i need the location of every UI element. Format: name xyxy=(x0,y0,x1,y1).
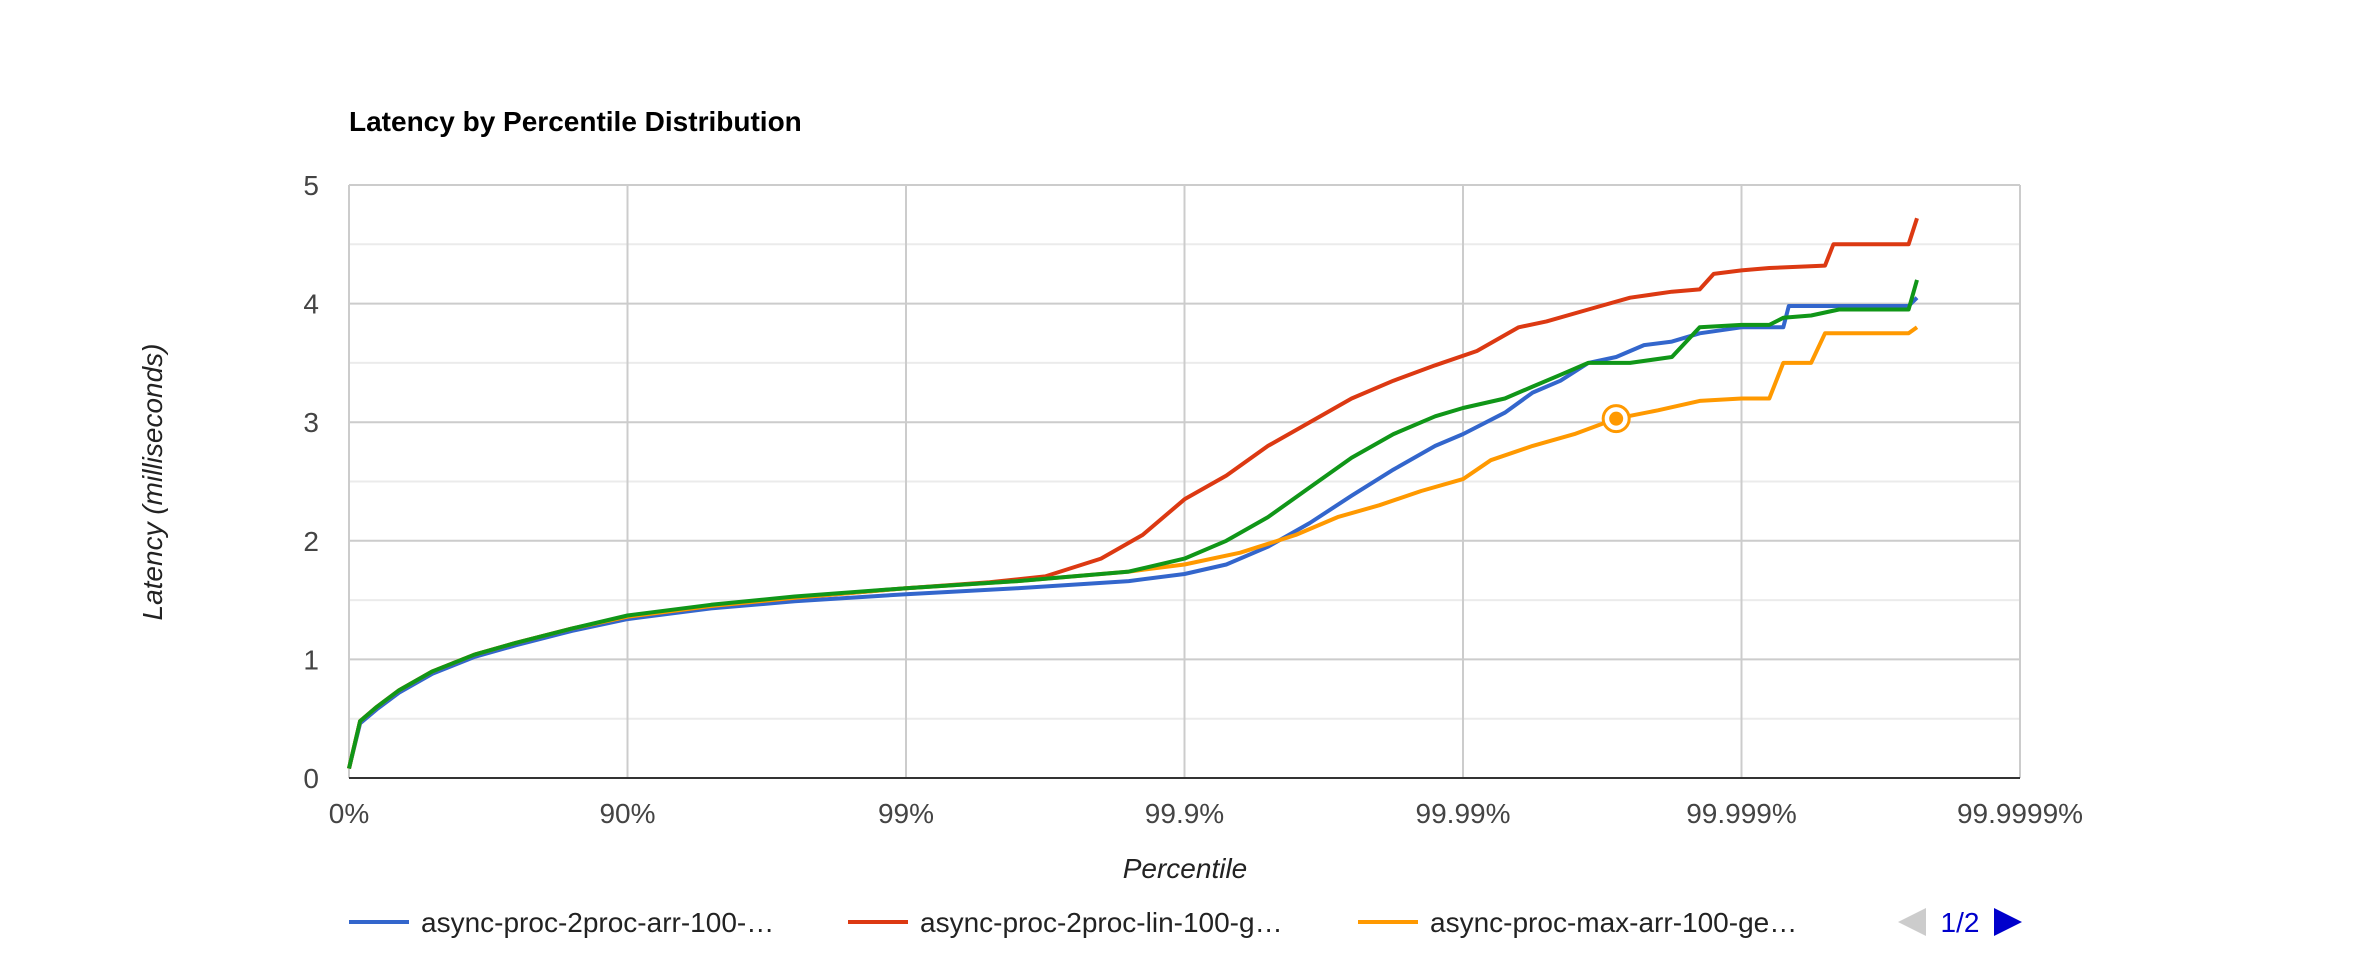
y-tick-label: 3 xyxy=(303,407,319,438)
legend: async-proc-2proc-arr-100-… async-proc-2pr… xyxy=(349,907,1797,938)
x-tick-label: 90% xyxy=(599,798,655,829)
series-line-2[interactable] xyxy=(347,325,1919,769)
x-tick-label: 99.9% xyxy=(1145,798,1224,829)
x-tick-label: 99% xyxy=(878,798,934,829)
series-line-3[interactable] xyxy=(347,279,1919,769)
x-tick-label: 0% xyxy=(329,798,369,829)
series-line-1[interactable] xyxy=(347,217,1919,769)
y-tick-label: 2 xyxy=(303,526,319,557)
y-tick-label: 4 xyxy=(303,289,319,320)
highlight xyxy=(1601,404,1631,434)
legend-page-indicator: 1/2 xyxy=(1941,907,1980,938)
legend-next-arrow-icon[interactable] xyxy=(1994,908,2022,936)
chart-title: Latency by Percentile Distribution xyxy=(349,106,802,137)
highlighted-point[interactable] xyxy=(1609,411,1624,426)
x-tick-label: 99.9999% xyxy=(1957,798,2083,829)
legend-prev-arrow-icon[interactable] xyxy=(1898,908,1926,936)
legend-label-1[interactable]: async-proc-2proc-lin-100-g… xyxy=(920,907,1283,938)
x-tick-label: 99.999% xyxy=(1686,798,1797,829)
axis-ticks: 0 1 2 3 4 5 0% 90% 99% 99.9% 99.99% 99.999% 99.9999% xyxy=(303,170,2083,829)
legend-label-2[interactable]: async-proc-max-arr-100-ge… xyxy=(1430,907,1797,938)
legend-pager: 1/2 xyxy=(1898,907,2022,938)
legend-label-0[interactable]: async-proc-2proc-arr-100-… xyxy=(421,907,774,938)
series-line-0[interactable] xyxy=(347,296,1919,769)
grid xyxy=(348,184,2021,779)
y-tick-label: 1 xyxy=(303,644,319,675)
x-tick-label: 99.99% xyxy=(1416,798,1511,829)
y-axis-title: Latency (milliseconds) xyxy=(137,344,168,621)
x-axis-title: Percentile xyxy=(1123,853,1248,884)
y-tick-label: 0 xyxy=(303,763,319,794)
series-lines xyxy=(347,217,1919,769)
y-tick-label: 5 xyxy=(303,170,319,201)
